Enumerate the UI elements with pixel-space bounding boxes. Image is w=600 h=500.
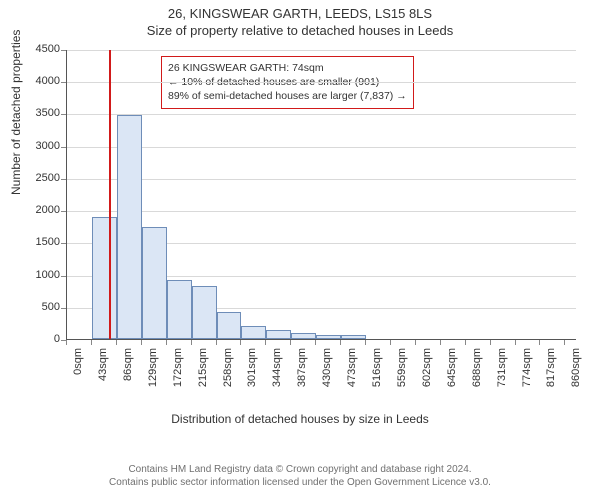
y-tick-label: 3000 bbox=[20, 140, 60, 152]
x-tick-label: 688sqm bbox=[471, 348, 483, 398]
page-title-line1: 26, KINGSWEAR GARTH, LEEDS, LS15 8LS bbox=[0, 6, 600, 21]
x-tick-mark bbox=[365, 340, 366, 345]
x-tick-label: 258sqm bbox=[222, 348, 234, 398]
y-tick-label: 500 bbox=[20, 301, 60, 313]
histogram-bar bbox=[291, 333, 316, 339]
x-tick-label: 645sqm bbox=[446, 348, 458, 398]
x-tick-mark bbox=[515, 340, 516, 345]
y-tick-label: 0 bbox=[20, 333, 60, 345]
y-tick-label: 4000 bbox=[20, 75, 60, 87]
y-tick-label: 2000 bbox=[20, 204, 60, 216]
gridline-h bbox=[67, 147, 576, 148]
x-tick-label: 860sqm bbox=[570, 348, 582, 398]
x-tick-mark bbox=[141, 340, 142, 345]
plot-area: 26 KINGSWEAR GARTH: 74sqm← 10% of detach… bbox=[66, 50, 576, 340]
y-tick-label: 1000 bbox=[20, 269, 60, 281]
gridline-h bbox=[67, 114, 576, 115]
histogram-bar bbox=[217, 312, 242, 339]
x-tick-label: 172sqm bbox=[172, 348, 184, 398]
x-axis-label: Distribution of detached houses by size … bbox=[0, 412, 600, 426]
footer-line2: Contains public sector information licen… bbox=[0, 477, 600, 490]
x-tick-label: 731sqm bbox=[496, 348, 508, 398]
gridline-h bbox=[67, 82, 576, 83]
gridline-h bbox=[67, 179, 576, 180]
x-tick-mark bbox=[116, 340, 117, 345]
x-tick-mark bbox=[91, 340, 92, 345]
x-tick-label: 0sqm bbox=[72, 348, 84, 398]
footer-attribution: Contains HM Land Registry data © Crown c… bbox=[0, 464, 600, 489]
x-tick-label: 774sqm bbox=[521, 348, 533, 398]
histogram-bar bbox=[92, 217, 117, 339]
histogram-bar bbox=[316, 335, 341, 340]
gridline-h bbox=[67, 211, 576, 212]
chart-container: Number of detached properties 26 KINGSWE… bbox=[0, 40, 600, 460]
x-tick-label: 602sqm bbox=[421, 348, 433, 398]
y-tick-mark bbox=[61, 276, 66, 277]
y-tick-mark bbox=[61, 114, 66, 115]
page-title-line2: Size of property relative to detached ho… bbox=[0, 23, 600, 38]
gridline-h bbox=[67, 50, 576, 51]
x-tick-mark bbox=[66, 340, 67, 345]
annotation-line: 26 KINGSWEAR GARTH: 74sqm bbox=[168, 61, 407, 75]
histogram-bar bbox=[241, 326, 266, 339]
x-tick-label: 516sqm bbox=[371, 348, 383, 398]
x-tick-mark bbox=[166, 340, 167, 345]
x-tick-label: 215sqm bbox=[197, 348, 209, 398]
y-tick-mark bbox=[61, 308, 66, 309]
histogram-bar bbox=[192, 286, 217, 339]
x-tick-mark bbox=[415, 340, 416, 345]
x-tick-label: 301sqm bbox=[246, 348, 258, 398]
x-tick-mark bbox=[390, 340, 391, 345]
y-tick-label: 1500 bbox=[20, 236, 60, 248]
x-tick-mark bbox=[440, 340, 441, 345]
y-tick-mark bbox=[61, 211, 66, 212]
x-tick-mark bbox=[340, 340, 341, 345]
x-tick-label: 129sqm bbox=[147, 348, 159, 398]
x-tick-mark bbox=[564, 340, 565, 345]
x-tick-mark bbox=[290, 340, 291, 345]
footer-line1: Contains HM Land Registry data © Crown c… bbox=[0, 464, 600, 477]
y-tick-label: 3500 bbox=[20, 107, 60, 119]
y-tick-label: 4500 bbox=[20, 43, 60, 55]
annotation-line: 89% of semi-detached houses are larger (… bbox=[168, 89, 407, 103]
y-tick-mark bbox=[61, 50, 66, 51]
y-tick-mark bbox=[61, 82, 66, 83]
x-tick-label: 473sqm bbox=[346, 348, 358, 398]
x-tick-label: 86sqm bbox=[122, 348, 134, 398]
histogram-bar bbox=[266, 330, 291, 339]
y-tick-mark bbox=[61, 243, 66, 244]
x-tick-label: 43sqm bbox=[97, 348, 109, 398]
x-tick-mark bbox=[265, 340, 266, 345]
x-tick-label: 430sqm bbox=[321, 348, 333, 398]
histogram-bar bbox=[117, 115, 142, 339]
x-tick-mark bbox=[465, 340, 466, 345]
x-tick-mark bbox=[191, 340, 192, 345]
histogram-bar bbox=[341, 335, 366, 339]
y-tick-mark bbox=[61, 147, 66, 148]
y-tick-mark bbox=[61, 179, 66, 180]
x-tick-mark bbox=[490, 340, 491, 345]
y-tick-label: 2500 bbox=[20, 172, 60, 184]
reference-line bbox=[109, 50, 111, 339]
x-tick-mark bbox=[315, 340, 316, 345]
x-tick-label: 559sqm bbox=[396, 348, 408, 398]
x-tick-mark bbox=[539, 340, 540, 345]
x-tick-mark bbox=[240, 340, 241, 345]
x-tick-label: 817sqm bbox=[545, 348, 557, 398]
x-tick-label: 344sqm bbox=[271, 348, 283, 398]
x-tick-mark bbox=[216, 340, 217, 345]
histogram-bar bbox=[167, 280, 192, 339]
histogram-bar bbox=[142, 227, 167, 339]
x-tick-label: 387sqm bbox=[296, 348, 308, 398]
